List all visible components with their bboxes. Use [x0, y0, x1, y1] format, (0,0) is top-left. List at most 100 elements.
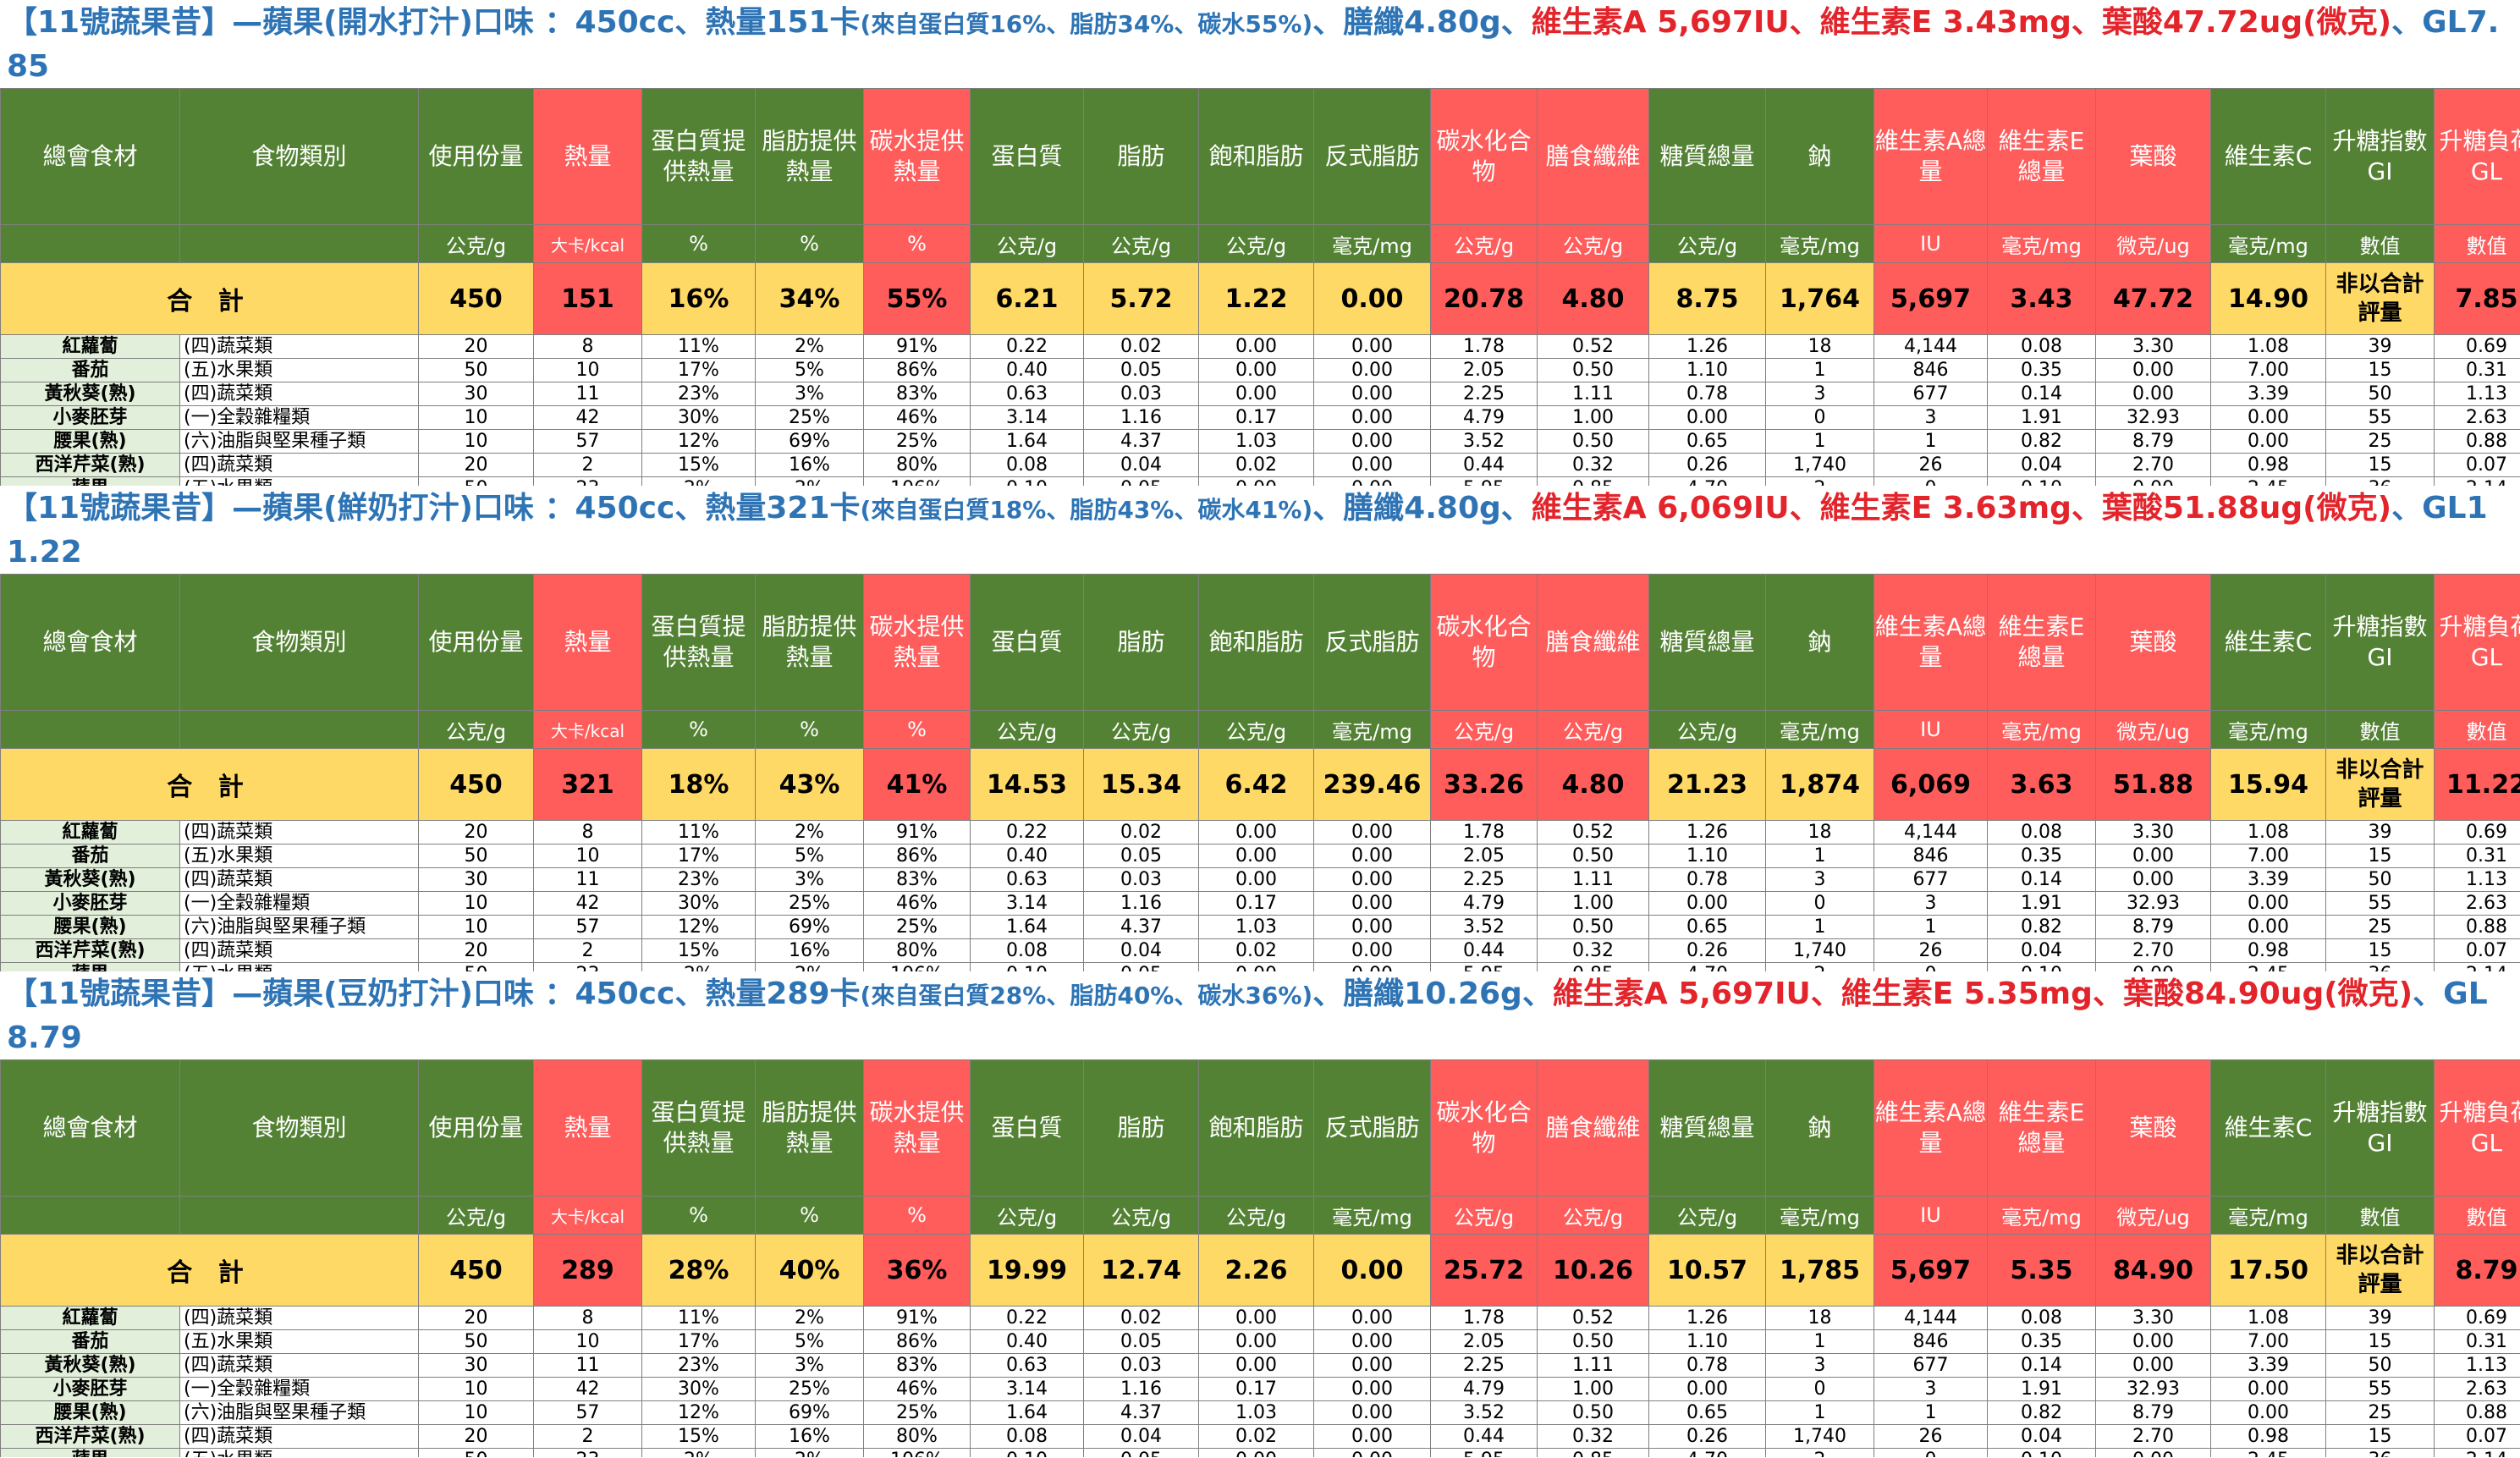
data-cell: 1,740 [1765, 453, 1874, 477]
data-cell: 57 [533, 1400, 642, 1425]
data-cell: 0.08 [970, 1424, 1084, 1449]
title-part-d: 維生素A 6,069IU、維生素E 3.63mg、葉酸51.88ug(微克) [1531, 491, 2392, 525]
data-cell: 0.00 [2210, 405, 2326, 430]
data-cell: 0.78 [1648, 382, 1766, 406]
table-row: 番茄 (五)水果類 50 10 17% 5% 86% 0.40 0.05 0.00 0.00 2.05… [0, 358, 2520, 382]
data-cell: 0.08 [1987, 820, 2096, 845]
data-cell: 0.40 [970, 844, 1084, 868]
total-cell: 18% [641, 748, 756, 821]
column-header: 使用份量 [418, 574, 534, 711]
data-cell: 0.31 [2434, 358, 2520, 382]
total-cell: 10.57 [1648, 1234, 1766, 1307]
unit-cell: 公克/g [1537, 1196, 1649, 1235]
total-row: 合 計 450 289 28% 40% 36% 19.99 12.74 2.26 0.00 25.7… [0, 1234, 2520, 1307]
data-cell: 0.52 [1537, 1306, 1649, 1330]
data-cell: 0.02 [1198, 453, 1314, 477]
data-cell: 1.26 [1648, 1306, 1766, 1330]
data-cell: 2 [1765, 1448, 1874, 1457]
total-cell: 450 [418, 748, 534, 821]
data-cell: 12% [641, 915, 756, 939]
data-cell: 0.78 [1648, 867, 1766, 892]
unit-cell: 毫克/mg [1765, 1196, 1874, 1235]
data-cell: 4.70 [1648, 962, 1766, 971]
data-cell: 4.79 [1430, 891, 1538, 916]
data-cell: 25 [2325, 1400, 2435, 1425]
data-cell: 2.25 [1430, 382, 1538, 406]
total-row: 合 計 450 151 16% 34% 55% 6.21 5.72 1.22 0.00 20.78 4… [0, 262, 2520, 335]
column-header: 鈉 [1765, 574, 1874, 711]
data-cell: 0.04 [1083, 1424, 1199, 1449]
data-cell: 8.79 [2095, 429, 2211, 454]
data-cell: 11% [641, 820, 756, 845]
data-cell: 3 [1765, 1353, 1874, 1378]
data-cell: 0.00 [1313, 867, 1431, 892]
data-cell: 7.00 [2210, 358, 2326, 382]
title-part-c: 、膳纖4.80g、 [1312, 5, 1532, 40]
table-row: 黃秋葵(熟) (四)蔬菜類 30 11 23% 3% 83% 0.63 0.03 0.00 0.00… [0, 867, 2520, 892]
data-cell: 0.65 [1648, 915, 1766, 939]
column-header: 維生素C [2210, 1059, 2326, 1197]
data-cell: 25% [863, 429, 971, 454]
data-cell: 10 [418, 1400, 534, 1425]
data-cell: 15% [641, 453, 756, 477]
data-cell: 0.05 [1083, 1448, 1199, 1457]
food-category: (四)蔬菜類 [179, 334, 419, 359]
column-header: 熱量 [533, 1059, 642, 1197]
total-cell: 非以合計評量 [2325, 1234, 2435, 1307]
column-header: 蛋白質提供熱量 [641, 1059, 756, 1197]
table-row: 腰果(熟) (六)油脂與堅果種子類 10 57 12% 69% 25% 1.64 4.37 1.0… [0, 1400, 2520, 1425]
data-cell: 0.88 [2434, 1400, 2520, 1425]
data-cell: 0.50 [1537, 358, 1649, 382]
unit-cell: 毫克/mg [1987, 1196, 2096, 1235]
data-cell: 0.88 [2434, 915, 2520, 939]
data-cell: 1.16 [1083, 405, 1199, 430]
data-cell: 1,740 [1765, 1424, 1874, 1449]
unit-cell: 公克/g [1430, 710, 1538, 749]
data-cell: 42 [533, 891, 642, 916]
data-cell: 10 [418, 429, 534, 454]
header-row: 總會食材 食物類別 使用份量 熱量 蛋白質提供熱量 脂肪提供熱量 碳水提供熱量 蛋白質 脂肪 飽和… [0, 88, 2520, 225]
column-header: 葉酸 [2095, 88, 2211, 225]
data-cell: 0.00 [1313, 453, 1431, 477]
data-cell: 0.05 [1083, 358, 1199, 382]
table-row: 紅蘿蔔 (四)蔬菜類 20 8 11% 2% 91% 0.22 0.02 0.00 0.00 1.78… [0, 1306, 2520, 1330]
data-cell: 5% [755, 1329, 864, 1354]
total-cell: 43% [755, 748, 864, 821]
column-header: 碳水提供熱量 [863, 574, 971, 711]
column-header: 蛋白質 [970, 88, 1084, 225]
data-cell: 26 [1873, 1424, 1988, 1449]
data-cell: 0.02 [1198, 1424, 1314, 1449]
data-cell: 36 [2325, 476, 2435, 486]
total-cell: 非以合計評量 [2325, 262, 2435, 335]
food-category: (一)全穀雜糧類 [179, 1377, 419, 1401]
column-header: 蛋白質提供熱量 [641, 88, 756, 225]
column-header: 總會食材 [0, 1059, 180, 1197]
total-cell: 4.80 [1537, 748, 1649, 821]
data-cell: 0.04 [1083, 938, 1199, 963]
unit-cell [0, 710, 180, 749]
total-cell: 6.21 [970, 262, 1084, 335]
data-cell: 16% [755, 938, 864, 963]
data-cell: 2% [641, 476, 756, 486]
ingredient-name: 小麥胚芽 [0, 1377, 180, 1401]
data-cell: 0.00 [2210, 1400, 2326, 1425]
total-cell: 11.22 [2434, 748, 2520, 821]
data-cell: 50 [418, 1448, 534, 1457]
title-part-b: (來自蛋白質28%、脂肪40%、碳水36%) [860, 982, 1313, 1010]
table-row: 紅蘿蔔 (四)蔬菜類 20 8 11% 2% 91% 0.22 0.02 0.00 0.00 1.78… [0, 820, 2520, 845]
data-cell: 0.04 [1083, 453, 1199, 477]
data-cell: 30 [418, 1353, 534, 1378]
column-header: 熱量 [533, 574, 642, 711]
title-part-d: 維生素A 5,697IU、維生素E 3.43mg、葉酸47.72ug(微克) [1531, 5, 2392, 40]
data-cell: 0.00 [2210, 915, 2326, 939]
ingredient-name: 番茄 [0, 844, 180, 868]
unit-cell: IU [1873, 710, 1988, 749]
total-cell: 14.53 [970, 748, 1084, 821]
data-cell: 2 [533, 1424, 642, 1449]
ingredient-name: 番茄 [0, 358, 180, 382]
food-category: (四)蔬菜類 [179, 1424, 419, 1449]
data-cell: 25 [2325, 429, 2435, 454]
unit-cell: 毫克/mg [1987, 710, 2096, 749]
data-cell: 3 [1765, 867, 1874, 892]
table-row: 西洋芹菜(熟) (四)蔬菜類 20 2 15% 16% 80% 0.08 0.04 0.02 0.0… [0, 938, 2520, 963]
